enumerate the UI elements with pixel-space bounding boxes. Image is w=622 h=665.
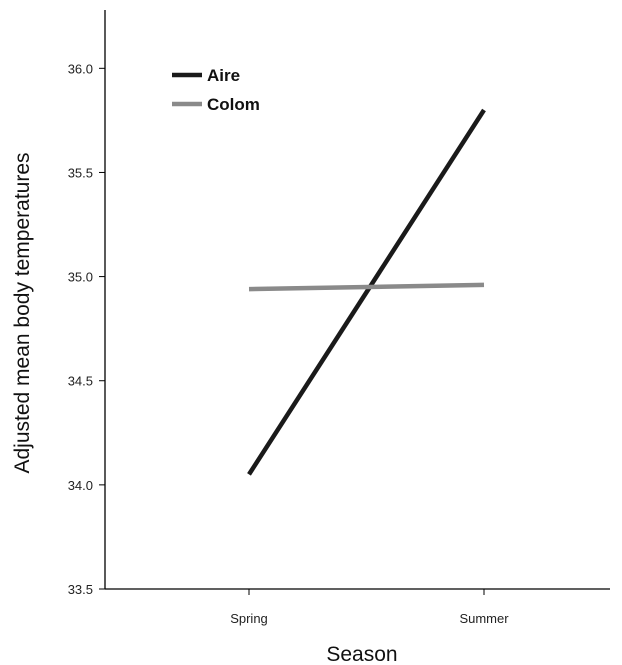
x-tick-label: Summer (459, 611, 509, 626)
x-axis-ticks: Spring Summer (230, 589, 509, 626)
legend: Aire Colom (172, 66, 260, 114)
y-tick-label: 36.0 (68, 61, 93, 76)
legend-label-aire: Aire (207, 66, 240, 85)
axes (104, 10, 610, 590)
x-axis-title: Season (326, 643, 397, 665)
series-line-aire (247, 108, 486, 476)
y-tick-label: 34.0 (68, 478, 93, 493)
legend-label-colom: Colom (207, 95, 260, 114)
x-tick-label: Spring (230, 611, 268, 626)
series-group (247, 108, 486, 476)
y-axis-ticks: 33.5 34.0 34.5 35.0 35.5 36.0 (68, 61, 105, 597)
y-axis-title: Adjusted mean body temperatures (11, 152, 34, 473)
y-tick-label: 34.5 (68, 374, 93, 389)
y-tick-label: 35.0 (68, 270, 93, 285)
y-tick-label: 35.5 (68, 165, 93, 180)
y-tick-label: 33.5 (68, 582, 93, 597)
series-line-colom (248, 282, 485, 292)
